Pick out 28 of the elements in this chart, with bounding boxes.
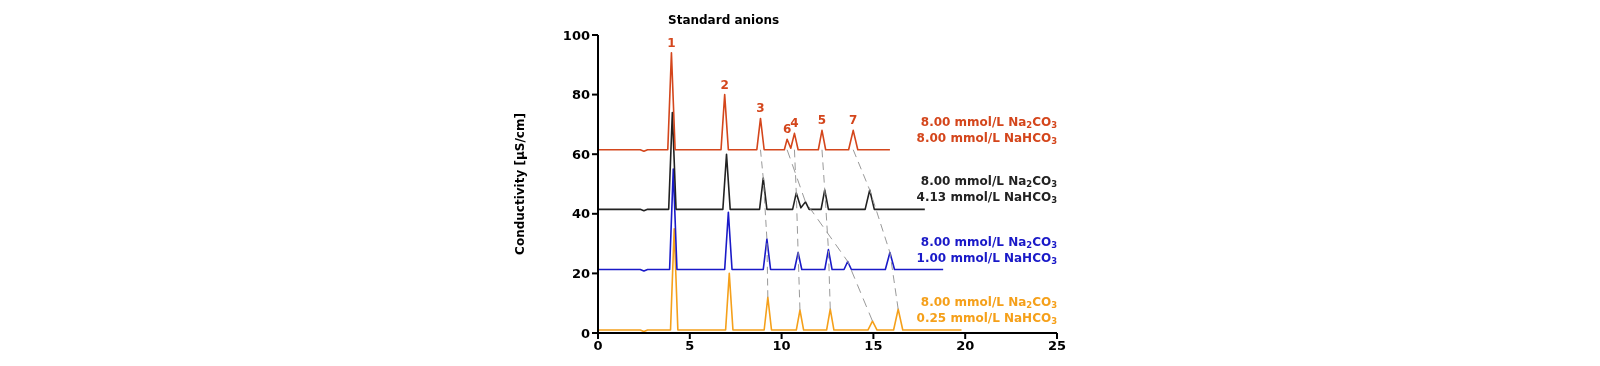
annotation: 1 xyxy=(667,35,676,50)
chart-title: Standard anions xyxy=(668,13,780,27)
y-axis-title: Conductivity [µS/cm] xyxy=(513,113,528,255)
y-tick-label: 100 xyxy=(562,27,590,43)
annotation: 3 xyxy=(756,101,765,116)
x-tick-label: 0 xyxy=(593,338,603,354)
y-tick-label: 40 xyxy=(571,206,590,222)
annotation: 7 xyxy=(849,113,858,128)
series-label: 8.00 mmol/L Na$_{2}$CO$_{3}$ 0.25 mmol/L NaHCO$_{3}$ xyxy=(916,295,1058,327)
text: 8.00 mmol/L Na$_{2}$CO$_{3}$ 8.00 mmol/L NaHCO$_{3}$ xyxy=(916,114,1058,147)
y-tick-label: 20 xyxy=(571,266,590,282)
x-tick-label: 25 xyxy=(1047,338,1067,354)
line-series xyxy=(786,149,873,322)
x-tick-label: 10 xyxy=(772,338,791,354)
y-tick-label: 60 xyxy=(571,146,590,162)
x-tick-label: 5 xyxy=(685,338,695,354)
series-label: 8.00 mmol/L Na$_{2}$CO$_{3}$ 4.13 mmol/L NaHCO$_{3}$ xyxy=(916,174,1058,206)
x-tick-label: 15 xyxy=(864,338,883,354)
annotation: 2 xyxy=(720,77,729,92)
annotation: 5 xyxy=(817,113,827,128)
x-tick-label: 20 xyxy=(956,338,975,354)
annotation: 4 xyxy=(790,116,799,131)
line-series xyxy=(598,52,891,153)
y-tick-label: 80 xyxy=(571,87,590,103)
line-series xyxy=(852,149,899,310)
y-tick-label: 0 xyxy=(580,325,590,341)
series-label: 8.00 mmol/L Na$_{2}$CO$_{3}$ 1.00 mmol/L NaHCO$_{3}$ xyxy=(916,234,1058,266)
line-series xyxy=(759,149,769,298)
